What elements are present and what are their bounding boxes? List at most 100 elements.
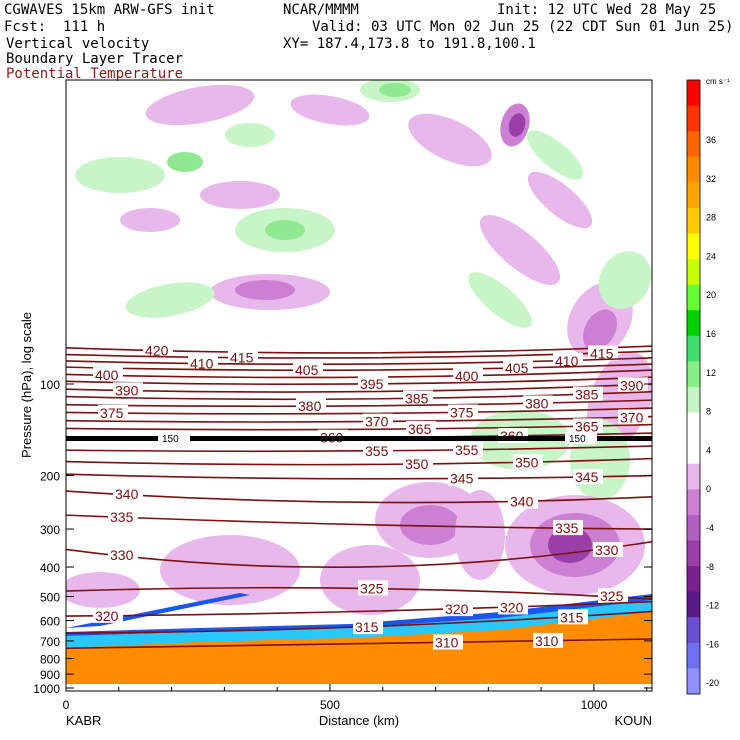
- theta-label-375: 375: [450, 404, 474, 420]
- colorbar-tick-label: 32: [706, 174, 716, 184]
- theta-label-335: 335: [110, 509, 134, 525]
- colorbar-cell: [687, 591, 700, 618]
- plot-area: 420 415 415 410 410 405 405 400 400 395 390 390 385 3…: [66, 80, 652, 691]
- theta-label-310: 310: [535, 633, 559, 649]
- colorbar-cell: [687, 335, 700, 362]
- theta-label-385: 385: [575, 387, 599, 403]
- theta-label-400: 400: [95, 367, 119, 383]
- theta-label-380: 380: [525, 395, 549, 411]
- theta-contour-310: [66, 638, 652, 650]
- vertical-velocity-cell: [598, 251, 652, 309]
- colorbar-cell: [687, 131, 700, 158]
- colorbar: cm s⁻¹ 36 32 28 24 20 16 12 8 4 0 -4 -8 -12 -16 -20: [686, 77, 730, 695]
- vertical-velocity-cell: [200, 181, 280, 209]
- colorbar-tick-label: 16: [706, 329, 716, 339]
- theta-label-320: 320: [500, 599, 524, 615]
- vertical-velocity-cell: [125, 282, 215, 318]
- vertical-velocity-cell: [508, 113, 526, 137]
- colorbar-tick-label: -4: [706, 523, 714, 533]
- vertical-velocity-cell: [265, 220, 305, 240]
- colorbar-cell: [687, 80, 700, 107]
- theta-label-380: 380: [298, 398, 322, 414]
- theta-label-330: 330: [595, 542, 619, 558]
- header-xy: XY= 187.4,173.8 to 191.8,100.1: [283, 36, 536, 52]
- theta-label-375: 375: [100, 405, 124, 421]
- theta-label-320: 320: [445, 601, 469, 617]
- colorbar-tick-label: -8: [706, 562, 714, 572]
- colorbar-cell: [687, 489, 700, 516]
- vertical-velocity-cell: [160, 535, 300, 605]
- x-tick-label: 1000: [581, 698, 608, 712]
- x-tick-label: 500: [320, 698, 340, 712]
- colorbar-tick-label: -12: [706, 601, 719, 611]
- theta-label-355: 355: [365, 443, 389, 459]
- y-tick-label: 500: [40, 590, 60, 604]
- colorbar-cell: [687, 207, 700, 234]
- y-tick-label: 100: [40, 378, 60, 392]
- theta-label-370: 370: [620, 409, 644, 425]
- theta-label-390: 390: [620, 377, 644, 393]
- colorbar-frame: [686, 79, 701, 695]
- tropopause-label: 150: [569, 434, 586, 445]
- field-label-potential-temperature: Potential Temperature: [6, 66, 184, 82]
- y-tick-label: 700: [40, 635, 60, 649]
- y-tick-label: 1000: [33, 682, 60, 696]
- theta-label-350: 350: [515, 454, 539, 470]
- theta-contour-350: [66, 457, 652, 466]
- vertical-velocity-cell: [235, 280, 295, 300]
- colorbar-tick-label: 28: [706, 213, 716, 223]
- colorbar-cell: [687, 233, 700, 260]
- y-tick-label: 300: [40, 523, 60, 537]
- vertical-velocity-cell: [408, 113, 492, 167]
- y-tick-label: 400: [40, 561, 60, 575]
- colorbar-cell: [687, 642, 700, 669]
- colorbar-tick-label: 36: [706, 135, 716, 145]
- colorbar-cell: [687, 105, 700, 132]
- y-tick-label: 200: [40, 470, 60, 484]
- theta-contour-365: [66, 423, 652, 431]
- vertical-velocity-cell: [455, 490, 505, 580]
- colorbar-cell: [687, 156, 700, 183]
- colorbar-tick-label: 24: [706, 251, 716, 261]
- colorbar-cell: [687, 617, 700, 644]
- field-label-vertical-velocity: Vertical velocity: [6, 36, 150, 52]
- theta-contour-330: [66, 540, 652, 568]
- colorbar-tick-label: 8: [706, 407, 711, 417]
- theta-label-325: 325: [360, 580, 384, 596]
- x-axis-label: Distance (km): [319, 713, 399, 728]
- colorbar-tick-label: -20: [706, 678, 719, 688]
- tropopause-label: 150: [162, 434, 179, 445]
- theta-label-415: 415: [590, 345, 614, 361]
- header-org: NCAR/MMMM: [283, 2, 359, 18]
- theta-label-340: 340: [115, 486, 139, 502]
- vertical-velocity-cell: [120, 208, 180, 232]
- theta-contour-405: [66, 363, 652, 372]
- vertical-velocity-cell: [167, 152, 203, 172]
- theta-label-315: 315: [355, 619, 379, 635]
- low-level-updraft-band: [66, 594, 652, 636]
- low-level-updraft-band: [66, 598, 652, 648]
- vertical-velocity-cell: [145, 84, 255, 126]
- colorbar-tick-label: 4: [706, 445, 711, 455]
- y-tick-label: 800: [40, 653, 60, 667]
- colorbar-cell: [687, 259, 700, 286]
- theta-label-410: 410: [190, 355, 214, 371]
- theta-label-365: 365: [408, 421, 432, 437]
- field-label-boundary-layer-tracer: Boundary Layer Tracer: [6, 51, 184, 67]
- vertical-velocity-cell: [526, 130, 584, 180]
- colorbar-cell: [687, 438, 700, 465]
- theta-label-325: 325: [600, 588, 624, 604]
- theta-label-405: 405: [505, 360, 529, 376]
- theta-contour-340: [66, 490, 652, 504]
- theta-label-385: 385: [405, 390, 429, 406]
- colorbar-cell: [687, 514, 700, 541]
- theta-contour-320: [66, 600, 652, 617]
- tropopause-line: [66, 436, 652, 441]
- theta-label-390: 390: [115, 382, 139, 398]
- colorbar-tick-label: 0: [706, 484, 711, 494]
- vertical-velocity-cell: [479, 215, 561, 285]
- theta-label-345: 345: [450, 471, 474, 487]
- endpoint-left-label: KABR: [66, 713, 101, 728]
- theta-label-335: 335: [555, 520, 579, 536]
- colorbar-cell: [687, 412, 700, 439]
